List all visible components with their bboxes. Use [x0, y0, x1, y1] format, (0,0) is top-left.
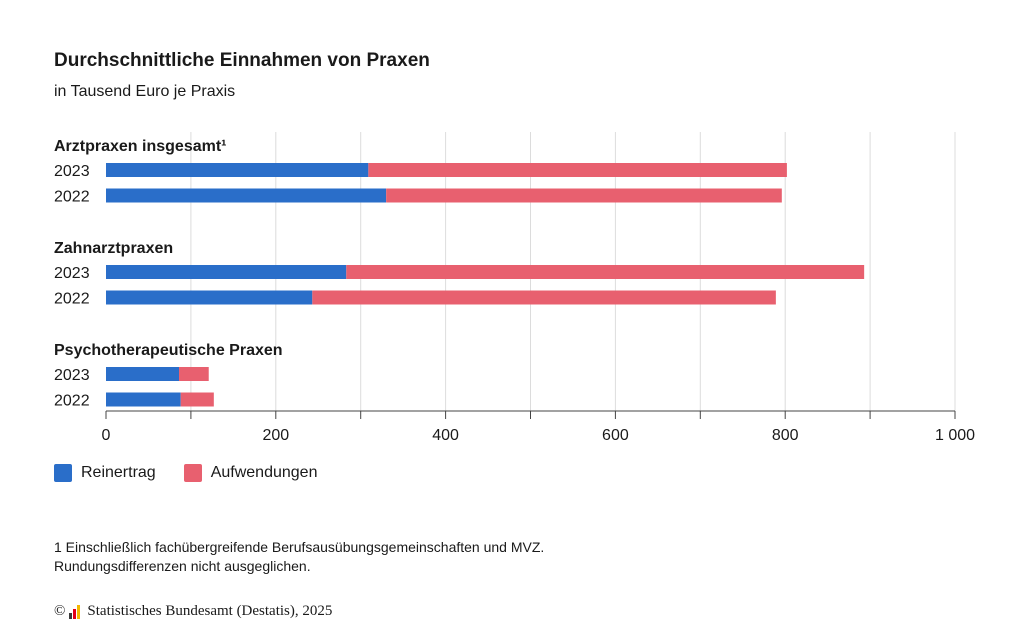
x-tick-label: 400 [432, 427, 459, 444]
chart-title: Durchschnittliche Einnahmen von Praxen [54, 50, 430, 71]
destatis-logo-icon [69, 604, 81, 619]
bar-reinertrag [106, 392, 181, 407]
year-label: 2023 [54, 163, 90, 180]
legend-label-aufwendungen: Aufwendungen [210, 464, 318, 481]
legend-item-reinertrag: Reinertrag [54, 464, 156, 482]
footnote-line-2: Rundungsdifferenzen nicht ausgeglichen. [54, 558, 311, 574]
x-tick-label: 800 [772, 427, 799, 444]
year-label: 2022 [54, 291, 90, 308]
year-label: 2023 [54, 367, 90, 384]
x-tick-label: 200 [262, 427, 289, 444]
legend-swatch-aufwendungen [183, 464, 202, 482]
x-tick-label: 600 [602, 427, 629, 444]
bar-reinertrag [106, 265, 347, 279]
source-text: Statistisches Bundesamt (Destatis), 2025 [87, 603, 333, 619]
group-label: Psychotherapeutische Praxen [54, 342, 283, 359]
group-label: Arztpraxen insgesamt¹ [54, 138, 227, 155]
legend-label-reinertrag: Reinertrag [81, 464, 156, 481]
legend-swatch-reinertrag [54, 464, 72, 482]
year-label: 2022 [54, 393, 90, 410]
bar-reinertrag [106, 163, 369, 177]
footnote: 1 Einschließlich fachübergreifende Beruf… [54, 538, 544, 576]
chart-subtitle: in Tausend Euro je Praxis [54, 83, 236, 100]
bar-aufwendungen [386, 188, 782, 203]
bar-aufwendungen [368, 163, 787, 177]
legend-item-aufwendungen: Aufwendungen [183, 464, 318, 482]
bar-aufwendungen [179, 367, 209, 381]
year-label: 2023 [54, 265, 90, 282]
copyright-symbol: © [54, 603, 66, 619]
bar-reinertrag [106, 367, 180, 381]
bar-aufwendungen [346, 265, 865, 279]
footnote-line-1: 1 Einschließlich fachübergreifende Beruf… [54, 539, 545, 555]
group-label: Zahnarztpraxen [54, 240, 173, 257]
chart-legend: Reinertrag Aufwendungen [54, 464, 345, 482]
source-credit: © Statistisches Bundesamt (Destatis), 20… [54, 603, 332, 620]
bar-reinertrag [106, 290, 313, 305]
bar-aufwendungen [312, 290, 776, 305]
x-tick-label: 0 [102, 427, 111, 444]
bar-aufwendungen [180, 392, 214, 407]
year-label: 2022 [54, 189, 90, 206]
bar-chart: 0 200 400 600 800 1 000 Arztpraxen insgesamt¹ 2… [54, 132, 975, 444]
x-tick-label: 1 000 [935, 427, 975, 444]
bar-reinertrag [106, 188, 387, 203]
